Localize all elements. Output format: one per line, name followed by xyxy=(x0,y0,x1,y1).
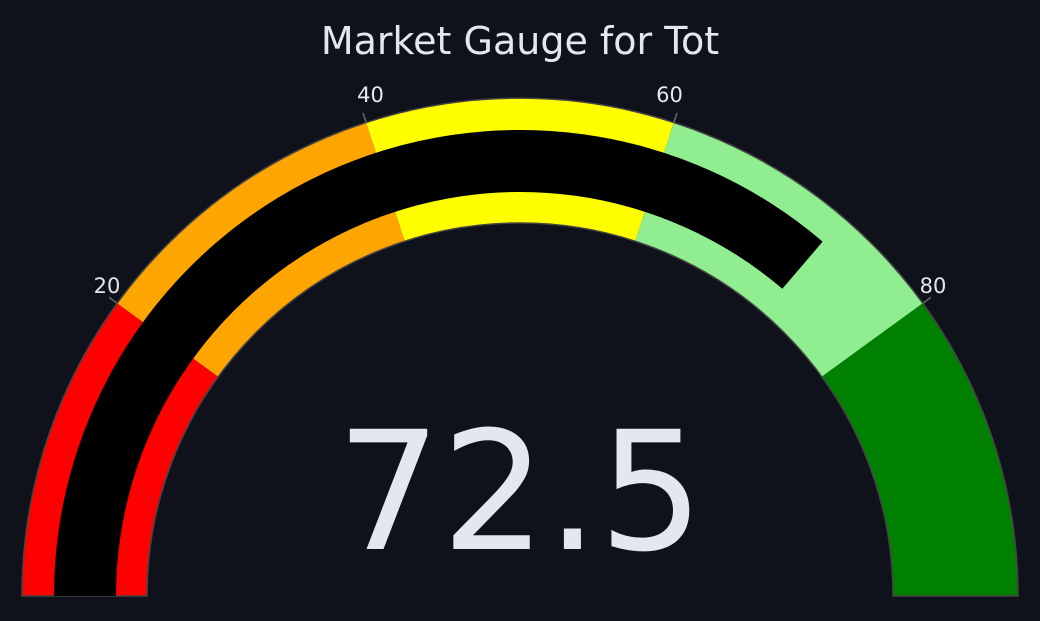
chart-title: Market Gauge for Tot xyxy=(321,19,719,63)
gauge-ticks: 20 40 60 80 xyxy=(94,83,947,304)
gauge-tick-label-40: 40 xyxy=(357,83,384,107)
gauge-tick-40 xyxy=(362,112,367,123)
gauge-step-4 xyxy=(821,303,1018,596)
gauge-tick-60 xyxy=(673,112,678,123)
gauge-value: 72.5 xyxy=(336,396,703,588)
gauge-tick-label-80: 80 xyxy=(920,274,947,298)
gauge-bar-layer xyxy=(54,130,823,597)
gauge-tick-20 xyxy=(108,296,118,304)
gauge-value-bar xyxy=(54,130,823,597)
gauge-tick-label-60: 60 xyxy=(656,83,683,107)
gauge-outline xyxy=(21,97,1019,597)
gauge-tick-80 xyxy=(922,296,932,304)
gauge-tick-label-20: 20 xyxy=(94,274,121,298)
